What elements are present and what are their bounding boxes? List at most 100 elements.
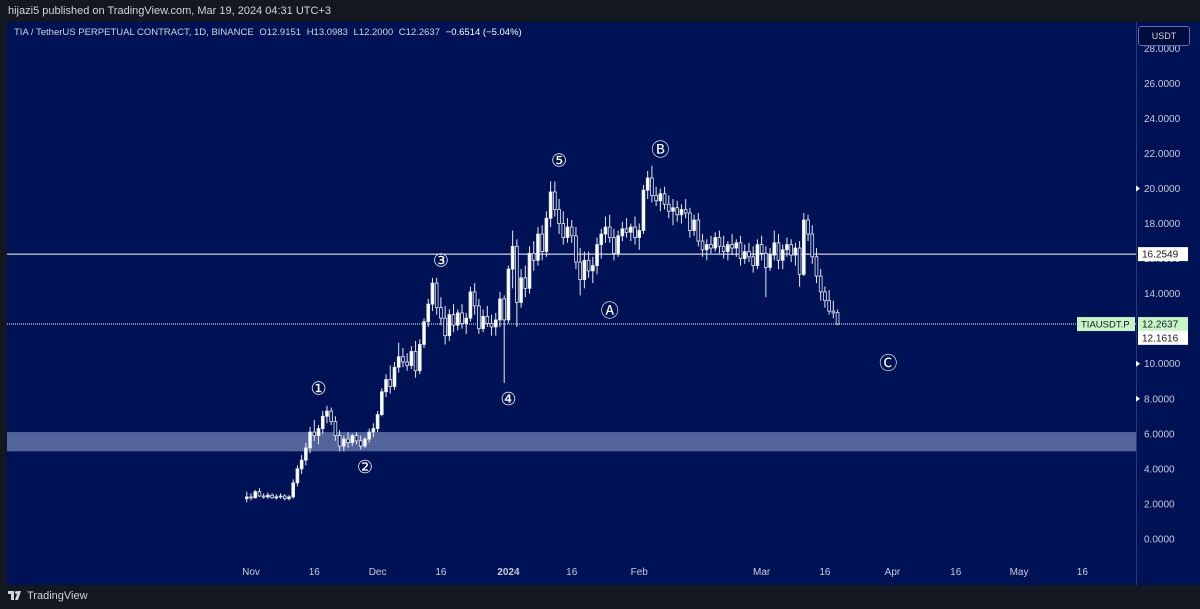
candle-body — [266, 494, 270, 498]
candle — [320, 411, 325, 434]
candle-body — [793, 247, 798, 256]
candle-body — [713, 237, 717, 249]
candle-body — [392, 366, 397, 387]
candle — [607, 214, 612, 243]
candle — [287, 495, 291, 501]
candle — [780, 244, 785, 270]
last-price-label: 12.2637 — [1142, 320, 1179, 331]
candle — [586, 251, 591, 278]
candle-body — [451, 314, 456, 326]
wave-label: Ⓑ — [651, 140, 669, 160]
candle-body — [607, 226, 612, 238]
candle-body — [679, 209, 684, 216]
candle-body — [738, 242, 743, 259]
candle-body — [304, 447, 308, 461]
candle — [603, 216, 608, 243]
wave-label: ⑤ — [551, 150, 567, 170]
candle — [274, 494, 279, 500]
candle-body — [827, 300, 831, 312]
candle-body — [485, 316, 490, 324]
resistance-badge-label: 16.2549 — [1142, 250, 1179, 261]
candle — [295, 465, 300, 487]
candle-body — [730, 244, 734, 249]
candle — [489, 314, 494, 336]
currency-button[interactable]: USDT — [1138, 26, 1190, 46]
candle — [565, 218, 570, 243]
candle-body — [633, 226, 637, 238]
candle — [519, 269, 523, 308]
time-tick-label: 16 — [1077, 567, 1089, 578]
candle — [582, 251, 587, 289]
candle — [401, 347, 405, 368]
price-tick-label: 26.0000 — [1144, 79, 1181, 90]
time-tick-label: Nov — [242, 567, 260, 578]
candle-body — [553, 191, 557, 210]
candle-body — [430, 282, 435, 305]
candle-body — [312, 431, 317, 436]
price-tick-label: 4.0000 — [1144, 464, 1175, 475]
candle-body — [417, 344, 422, 372]
candle — [675, 200, 680, 222]
candle — [384, 374, 388, 398]
candle-body — [350, 435, 355, 443]
candle-body — [460, 312, 464, 324]
candle-body — [823, 291, 827, 302]
candle-body — [295, 468, 300, 484]
candle — [814, 248, 819, 284]
chart-area[interactable] — [7, 22, 1136, 585]
candle-body — [717, 237, 722, 247]
price-tick-label: 14.0000 — [1144, 289, 1181, 300]
candle — [451, 304, 456, 333]
candle — [439, 297, 443, 326]
candle — [531, 241, 536, 271]
wave-label: ④ — [500, 389, 516, 409]
candle — [464, 312, 469, 334]
candle-body — [422, 321, 426, 345]
candle-body — [274, 496, 279, 499]
candle — [371, 423, 376, 438]
candle — [316, 425, 321, 445]
candle — [654, 186, 658, 207]
candle — [831, 300, 836, 319]
candle-body — [675, 207, 680, 216]
price-tick-label: 8.0000 — [1144, 394, 1175, 405]
candle — [278, 493, 283, 499]
candle — [388, 365, 393, 394]
candle — [308, 426, 312, 454]
candle — [244, 491, 249, 503]
candle-body — [502, 298, 506, 321]
support-zone — [7, 432, 1136, 452]
candle — [544, 211, 549, 257]
candle-body — [624, 228, 629, 233]
candle-body — [650, 177, 654, 196]
candle — [747, 242, 751, 263]
candle — [827, 290, 831, 315]
footer-bar — [0, 585, 1200, 609]
candle — [645, 170, 650, 199]
candle-body — [574, 235, 578, 263]
candle-body — [325, 410, 329, 417]
candle-body — [557, 209, 561, 224]
candle-body — [755, 244, 760, 266]
candle — [772, 230, 777, 261]
candle — [358, 435, 363, 450]
candle — [426, 298, 431, 327]
symbol-badge — [1077, 317, 1135, 332]
candle — [536, 227, 540, 266]
price-tick-label: 20.0000 — [1144, 184, 1181, 195]
candle — [350, 433, 355, 447]
candle — [396, 342, 401, 373]
candle — [502, 295, 506, 384]
candle — [506, 265, 511, 324]
price-axis[interactable] — [1136, 22, 1200, 585]
high-value: H13.0983 — [306, 27, 348, 38]
candle-body — [253, 491, 258, 499]
candle-body — [641, 189, 646, 231]
tradingview-logo[interactable]: TradingView — [8, 590, 88, 602]
candle-body — [586, 259, 591, 272]
candle-body — [464, 317, 469, 324]
candle — [460, 304, 464, 329]
candle — [477, 298, 481, 334]
candle — [333, 416, 338, 441]
